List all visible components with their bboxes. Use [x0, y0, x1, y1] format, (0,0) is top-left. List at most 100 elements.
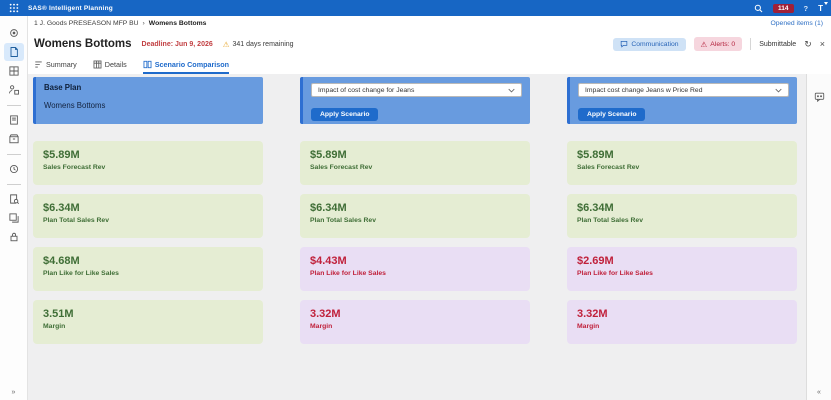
refresh-icon[interactable]: ↻ [804, 38, 812, 49]
metric-card: 3.32M Margin [567, 300, 797, 344]
alerts-button[interactable]: ⚠ Alerts: 0 [693, 37, 743, 51]
tab-scenario-comparison[interactable]: Scenario Comparison [142, 60, 230, 74]
scenario-2-header: Impact cost change Jeans w Price Red App… [567, 77, 797, 124]
page-title: Womens Bottoms [34, 38, 132, 50]
scenario-2-column: Impact cost change Jeans w Price Red App… [567, 77, 797, 400]
breadcrumb-separator: › [142, 20, 145, 27]
metric-value: $6.34M [43, 202, 80, 214]
scenario-1-dropdown[interactable]: Impact of cost change for Jeans [311, 83, 522, 97]
metric-value: $5.89M [310, 149, 347, 161]
metric-card: $5.89M Sales Forecast Rev [300, 141, 530, 185]
tab-bar: Summary Details Scenario Comparison [28, 57, 831, 74]
metric-card: $6.34M Plan Total Sales Rev [300, 194, 530, 238]
metric-label: Margin [43, 323, 66, 330]
scenario-2-dropdown[interactable]: Impact cost change Jeans w Price Red [578, 83, 789, 97]
sidebar-item-layers-icon[interactable] [4, 209, 24, 227]
sidebar-divider [6, 184, 21, 185]
apply-scenario-button[interactable]: Apply Scenario [578, 108, 646, 121]
metric-label: Sales Forecast Rev [310, 164, 373, 171]
rail-collapse-icon[interactable]: « [817, 389, 821, 396]
sidebar-item-worksheets-icon[interactable] [4, 62, 24, 80]
metric-value: $6.34M [310, 202, 347, 214]
base-plan-title: Base Plan [44, 83, 82, 92]
details-grid-icon [93, 60, 102, 69]
metric-card: $6.34M Plan Total Sales Rev [33, 194, 263, 238]
metric-label: Plan Total Sales Rev [43, 217, 109, 224]
opened-items-link[interactable]: Opened items (1) [770, 20, 823, 27]
breadcrumb-parent[interactable]: 1 J. Goods PRESEASON MFP BU [34, 20, 139, 27]
metric-value: 3.51M [43, 308, 74, 320]
scenario-2-cards: $5.89M Sales Forecast Rev $6.34M Plan Total… [567, 141, 797, 353]
notification-badge[interactable]: 114 [773, 3, 794, 13]
sidebar-item-archive-icon[interactable] [4, 130, 24, 148]
metric-card: $5.89M Sales Forecast Rev [33, 141, 263, 185]
metric-label: Sales Forecast Rev [43, 164, 106, 171]
page-header: Womens Bottoms Deadline: Jun 9, 2026 ⚠ 3… [28, 31, 831, 57]
submittable-status: Submittable [759, 40, 797, 48]
metric-card: $2.69M Plan Like for Like Sales [567, 247, 797, 291]
chevron-down-icon [824, 1, 828, 5]
avatar[interactable]: T [818, 1, 828, 13]
metric-card: 3.32M Margin [300, 300, 530, 344]
base-plan-header: Base Plan Womens Bottoms [33, 77, 263, 124]
base-plan-subtitle: Womens Bottoms [44, 101, 106, 110]
metric-label: Plan Like for Like Sales [310, 270, 386, 277]
metric-label: Margin [577, 323, 600, 330]
tab-details[interactable]: Details [93, 60, 127, 74]
base-plan-cards: $5.89M Sales Forecast Rev $6.34M Plan Total… [33, 141, 263, 353]
help-icon[interactable]: ? [803, 3, 809, 13]
metric-card: 3.51M Margin [33, 300, 263, 344]
sidebar-item-schedule-icon[interactable] [4, 160, 24, 178]
sidebar-item-review-icon[interactable] [4, 190, 24, 208]
metric-label: Plan Total Sales Rev [310, 217, 376, 224]
metric-card: $4.68M Plan Like for Like Sales [33, 247, 263, 291]
metric-label: Margin [310, 323, 333, 330]
chevron-down-icon [775, 88, 782, 93]
scenario-1-column: Impact of cost change for Jeans Apply Sc… [300, 77, 530, 400]
close-icon[interactable]: × [819, 38, 825, 49]
metric-value: $4.68M [43, 255, 80, 267]
metric-label: Plan Like for Like Sales [43, 270, 119, 277]
apps-grid-icon[interactable] [0, 0, 28, 16]
metric-card: $4.43M Plan Like for Like Sales [300, 247, 530, 291]
scenario-1-header: Impact of cost change for Jeans Apply Sc… [300, 77, 530, 124]
days-remaining-label: 341 days remaining [232, 40, 294, 48]
metric-value: 3.32M [310, 308, 341, 320]
app-title: SAS® Intelligent Planning [28, 4, 113, 12]
deadline-label: Deadline: Jun 9, 2026 [141, 40, 213, 48]
sidebar-divider [6, 154, 21, 155]
metric-value: 3.32M [577, 308, 608, 320]
top-app-bar: SAS® Intelligent Planning 114 ? T [0, 0, 831, 16]
sidebar-item-secure-icon[interactable] [4, 228, 24, 246]
metric-value: $2.69M [577, 255, 614, 267]
search-icon[interactable] [754, 4, 763, 13]
metric-value: $4.43M [310, 255, 347, 267]
sidebar-item-objective-icon[interactable] [4, 24, 24, 42]
scenario-comparison-content: Base Plan Womens Bottoms $5.89M Sales For… [28, 74, 806, 400]
comments-icon[interactable] [814, 89, 825, 107]
warning-icon: ⚠ [222, 39, 230, 49]
metric-value: $5.89M [577, 149, 614, 161]
communication-button[interactable]: Communication [613, 37, 686, 51]
metric-card: $6.34M Plan Total Sales Rev [567, 194, 797, 238]
apply-scenario-button[interactable]: Apply Scenario [311, 108, 379, 121]
sidebar-item-documents-icon[interactable] [4, 111, 24, 129]
breadcrumb: 1 J. Goods PRESEASON MFP BU › Womens Bot… [28, 16, 831, 31]
metric-label: Plan Like for Like Sales [577, 270, 653, 277]
sidebar-expand-icon[interactable]: » [11, 389, 16, 396]
metric-value: $5.89M [43, 149, 80, 161]
sidebar-item-members-icon[interactable] [4, 81, 24, 99]
breadcrumb-current: Womens Bottoms [148, 20, 207, 27]
sidebar-divider [6, 105, 21, 106]
tab-summary[interactable]: Summary [34, 60, 77, 74]
metric-label: Plan Total Sales Rev [577, 217, 643, 224]
metric-card: $5.89M Sales Forecast Rev [567, 141, 797, 185]
metric-label: Sales Forecast Rev [577, 164, 640, 171]
sidebar-item-plans-icon[interactable] [3, 43, 24, 61]
base-plan-column: Base Plan Womens Bottoms $5.89M Sales For… [33, 77, 263, 400]
left-sidebar: » [0, 16, 28, 400]
divider [750, 38, 752, 50]
comparison-icon [143, 60, 152, 69]
right-rail: « [806, 74, 831, 400]
